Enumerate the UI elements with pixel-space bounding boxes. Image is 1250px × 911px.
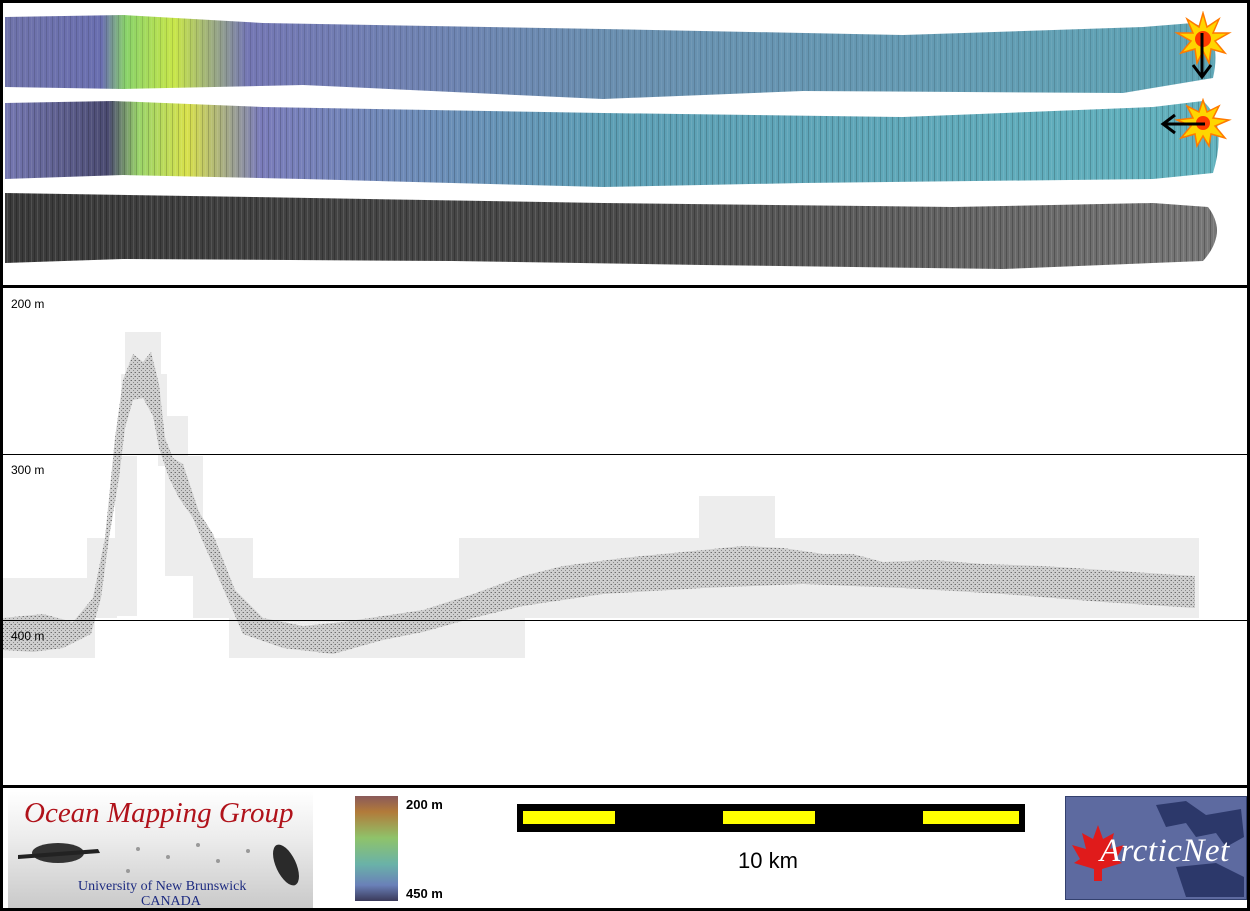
profile-panel: 200 m 300 m 400 m <box>0 285 1250 788</box>
scale-label: 10 km <box>738 848 798 873</box>
depth-label-300: 300 m <box>11 463 45 477</box>
depth-label-400: 400 m <box>11 629 45 643</box>
depth-label-200: 200 m <box>11 297 45 311</box>
colorbar-top-label: 200 m <box>406 797 443 812</box>
arrow-left-icon <box>1160 113 1205 135</box>
arrow-down-icon <box>1191 33 1213 80</box>
depth-line-400 <box>3 620 1247 621</box>
arcticnet-brand: ArcticNet <box>1100 833 1230 869</box>
omg-logo-title: Ocean Mapping Group <box>24 797 294 829</box>
omg-logo-country: CANADA <box>141 894 201 909</box>
sonar-fish-icon <box>18 843 299 886</box>
footer-panel: Ocean Mapping Group University of New Br… <box>0 785 1250 911</box>
depth-profile <box>3 332 1199 658</box>
map-background <box>1156 801 1244 897</box>
maple-leaf-icon <box>1072 825 1124 881</box>
omg-logo: Ocean Mapping Group University of New Br… <box>8 791 313 909</box>
depth-line-300 <box>3 454 1247 455</box>
colorbar-bottom-label: 450 m <box>406 886 443 901</box>
arcticnet-logo: ArcticNet <box>1065 796 1247 900</box>
seafloor-echo <box>3 352 1195 654</box>
scale-bar <box>517 804 1025 832</box>
depth-colorbar <box>355 796 398 901</box>
swath-imagery <box>5 15 1219 269</box>
swath-panel <box>0 0 1250 288</box>
omg-logo-university: University of New Brunswick <box>78 879 247 894</box>
